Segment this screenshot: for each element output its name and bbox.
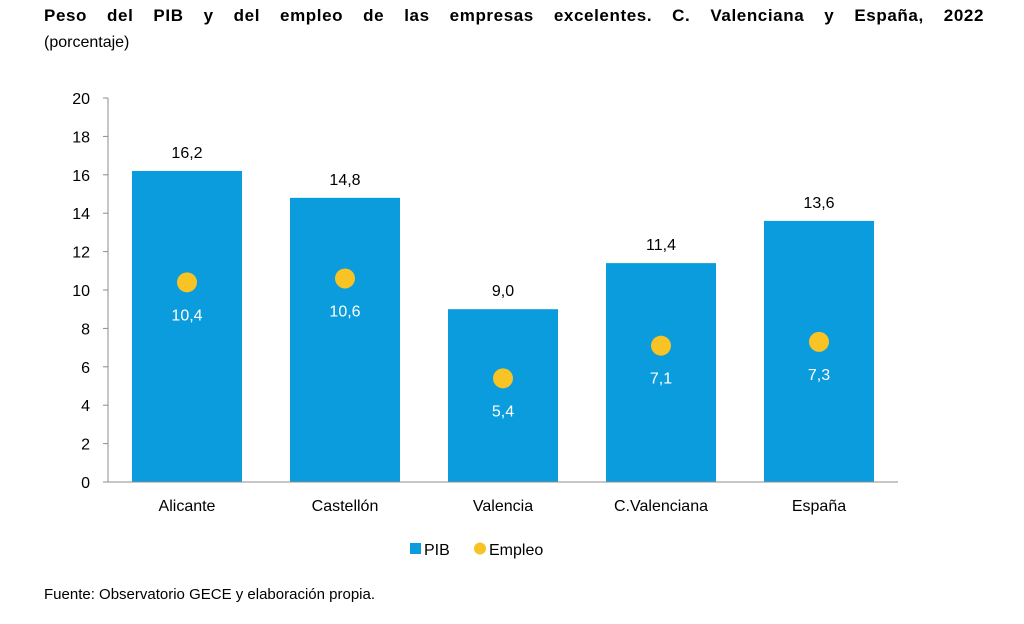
legend: PIB Empleo — [410, 542, 543, 559]
legend-label-empleo: Empleo — [489, 542, 543, 559]
x-category-label: Valencia — [473, 498, 533, 515]
legend-swatch-empleo — [474, 542, 486, 555]
y-axis: 0 2 4 6 8 10 12 14 16 18 20 — [72, 91, 109, 492]
bar-pib — [132, 170, 242, 482]
x-category-label: Alicante — [159, 498, 216, 515]
point-empleo — [651, 335, 671, 356]
bar-value-label: 11,4 — [646, 237, 676, 254]
x-axis: Alicante Castellón Valencia C.Valenciana Esp… — [108, 481, 898, 515]
y-tick-label: 4 — [81, 398, 90, 415]
x-category-label: España — [792, 498, 846, 515]
bar-pib — [448, 309, 558, 482]
bar-value-label: 16,2 — [171, 145, 202, 162]
x-category-label: Castellón — [312, 498, 379, 515]
source-note: Fuente: Observatorio GECE y elaboración … — [44, 586, 376, 603]
point-value-label: 5,4 — [492, 403, 514, 420]
y-tick-label: 16 — [72, 168, 90, 185]
point-empleo — [335, 268, 355, 289]
point-empleo — [809, 331, 829, 352]
y-tick-label: 14 — [72, 206, 90, 223]
y-tick-label: 2 — [81, 437, 90, 454]
y-tick-label: 18 — [72, 129, 90, 146]
chart-title: Peso del PIB y del empleo de las empresa… — [44, 6, 984, 25]
y-tick-label: 0 — [81, 475, 90, 492]
x-category-label: C.Valenciana — [614, 498, 708, 515]
y-tick-label: 6 — [81, 360, 90, 377]
legend-swatch-pib — [410, 543, 421, 554]
bar-value-label: 9,0 — [492, 283, 514, 300]
point-empleo — [493, 368, 513, 389]
y-tick-label: 10 — [72, 283, 90, 300]
point-value-label: 7,3 — [808, 367, 830, 384]
points: 10,4 10,6 5,4 7,1 7,3 — [171, 268, 830, 420]
point-value-label: 10,6 — [329, 303, 360, 320]
bar-value-label: 13,6 — [803, 195, 834, 212]
point-value-label: 10,4 — [171, 307, 202, 324]
legend-label-pib: PIB — [424, 542, 450, 559]
point-value-label: 7,1 — [650, 371, 672, 388]
y-tick-label: 8 — [81, 321, 90, 338]
bar-pib — [290, 197, 400, 482]
bars: 16,2 14,8 9,0 11,4 13,6 — [132, 145, 874, 482]
point-empleo — [177, 272, 197, 293]
bar-pib — [606, 263, 716, 482]
chart-subtitle: (porcentaje) — [44, 34, 130, 51]
bar-value-label: 14,8 — [329, 172, 360, 189]
y-tick-label: 12 — [72, 245, 90, 262]
y-tick-label: 20 — [72, 91, 90, 108]
